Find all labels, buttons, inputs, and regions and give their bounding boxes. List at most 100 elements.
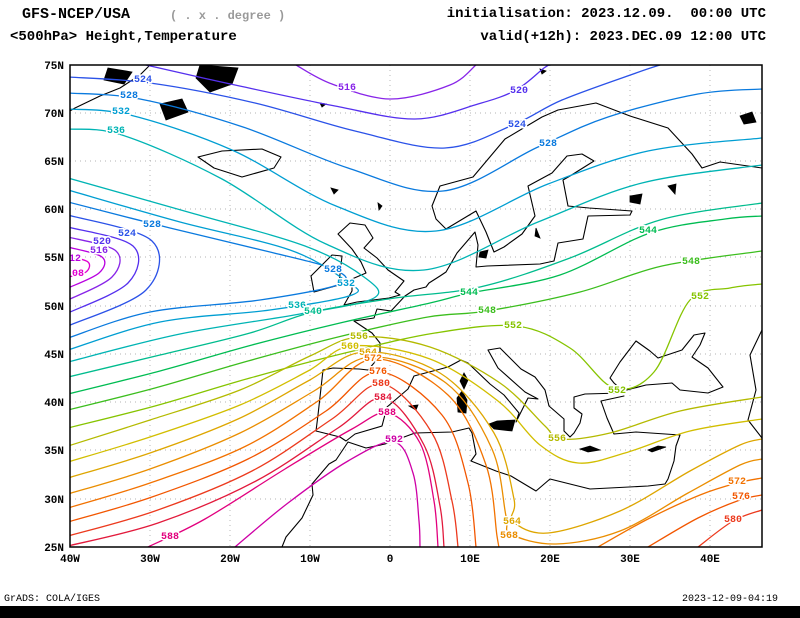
lat-tick-label: 40N (44, 398, 64, 410)
island-crete (578, 445, 602, 453)
island-sicily (488, 419, 516, 432)
lat-tick-label: 55N (44, 253, 64, 265)
contour-line-536 (70, 128, 762, 272)
contour-label: 532 (337, 279, 355, 290)
island-cyprus (647, 445, 667, 453)
lat-tick-label: 75N (44, 61, 64, 73)
contour-line-552 (70, 283, 762, 429)
contour-label: 520 (93, 237, 111, 248)
bottom-bar (0, 606, 800, 618)
contour-line-528 (70, 201, 347, 339)
lon-tick-label: 20W (220, 554, 240, 566)
contour-line-528 (70, 88, 762, 193)
greenland-ice-patch (195, 65, 239, 93)
lon-tick-label: 30W (140, 554, 160, 566)
coastline-caspian-edge (747, 329, 762, 439)
contour-label: 556 (548, 434, 566, 445)
lake-ladoga (629, 193, 643, 205)
chart-title: <500hPa> Height,Temperature (10, 29, 237, 45)
lat-tick-label: 45N (44, 350, 64, 362)
contour-label: 524 (134, 75, 152, 86)
lat-tick-label: 60N (44, 205, 64, 217)
contour-line-540 (70, 202, 762, 378)
contour-line-584 (70, 397, 445, 547)
contour-label: 536 (288, 301, 306, 312)
contour-label: 524 (508, 120, 526, 131)
contour-line-512 (70, 246, 106, 288)
contour-line-560 (70, 344, 762, 464)
valid-time: valid(+12h): 2023.DEC.09 12:00 UTC (480, 29, 766, 45)
lake-onega (667, 183, 677, 195)
contour-line-524 (70, 65, 661, 149)
contour-line-548 (70, 250, 762, 411)
contour-label: 520 (510, 86, 528, 97)
contour-label: 584 (374, 393, 392, 404)
contour-label: 532 (112, 107, 130, 118)
island-zealand (478, 249, 489, 259)
contour-label: 516 (338, 83, 356, 94)
contour-line-544 (70, 215, 762, 395)
greenland-ice-patch (159, 98, 189, 121)
contour-label: 548 (478, 306, 496, 317)
contour-label: 548 (682, 257, 700, 268)
lon-tick-label: 10E (460, 554, 480, 566)
lon-tick-label: 0 (387, 554, 394, 566)
initialisation-time: initialisation: 2023.12.09. 00:00 UTC (446, 6, 766, 22)
lat-tick-label: 50N (44, 302, 64, 314)
contour-label: 576 (732, 492, 750, 503)
contour-line-556 (70, 336, 762, 447)
model-name: GFS-NCEP/USA (22, 6, 131, 23)
contour-label: 592 (385, 435, 403, 446)
contour-label: 12 (69, 254, 81, 265)
grads-stamp: GrADS: COLA/IGES (4, 594, 101, 605)
contour-label: 552 (691, 292, 709, 303)
contour-line-592 (234, 441, 421, 547)
contour-line-564 (70, 351, 762, 534)
contour-line-524 (70, 214, 161, 326)
coastline-iceland (197, 148, 282, 178)
contour-line-532 (70, 108, 762, 233)
island-arctic (739, 111, 757, 125)
contour-line-576 (70, 371, 477, 547)
contour-line-580 (70, 383, 459, 547)
lon-tick-label: 10W (300, 554, 320, 566)
height-contours (70, 65, 762, 547)
contour-line-572 (597, 477, 762, 547)
contour-label: 552 (504, 321, 522, 332)
contour-label: 536 (107, 126, 125, 137)
island-gotland (534, 227, 541, 239)
creation-timestamp: 2023-12-09-04:19 (682, 594, 779, 605)
contour-line-572 (70, 358, 500, 547)
contour-label: 588 (378, 408, 396, 419)
lat-tick-label: 35N (44, 446, 64, 458)
contour-label: 528 (120, 91, 138, 102)
contour-label: 528 (324, 265, 342, 276)
contour-label: 564 (359, 348, 377, 359)
contour-label: 552 (608, 386, 626, 397)
island-shetland (377, 202, 383, 212)
contour-line-520 (70, 226, 140, 313)
contour-label: 528 (143, 220, 161, 231)
lon-tick-label: 40W (60, 554, 80, 566)
contour-label: 556 (350, 332, 368, 343)
contour-label: 572 (364, 354, 382, 365)
contour-label: 580 (372, 379, 390, 390)
contour-label: 528 (539, 139, 557, 150)
contour-line-508 (70, 255, 91, 278)
contour-line-516 (70, 236, 121, 300)
contour-label: 588 (161, 532, 179, 543)
contour-line-576 (647, 494, 762, 547)
contour-label: 572 (728, 477, 746, 488)
contour-label: 524 (118, 229, 136, 240)
contour-label: 564 (503, 517, 521, 528)
coastline-africa-anatolia (281, 395, 681, 547)
contour-line-568 (70, 356, 762, 545)
lat-tick-label: 65N (44, 157, 64, 169)
greenland-ice-patch (103, 67, 133, 85)
contour-line-516 (295, 65, 477, 100)
island-faroe (330, 187, 339, 195)
map-frame (69, 64, 763, 548)
coastline-britain (337, 222, 405, 306)
